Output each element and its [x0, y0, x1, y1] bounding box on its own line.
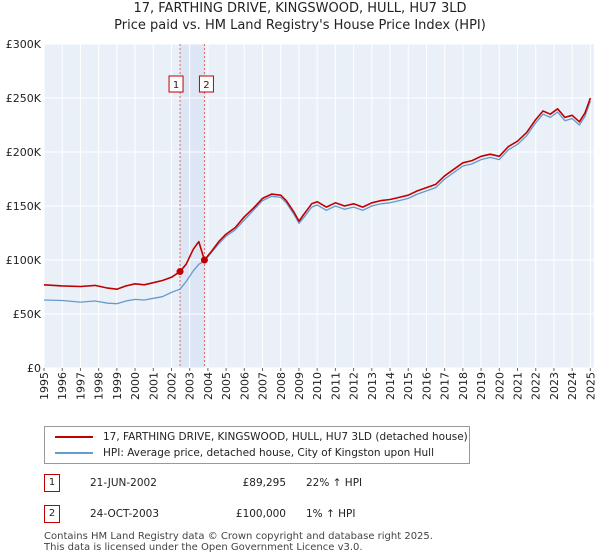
x-tick-label: 2013 — [366, 372, 379, 400]
sale-point — [200, 256, 208, 264]
x-tick-label: 2010 — [311, 372, 324, 400]
legend-item-property: 17, FARTHING DRIVE, KINGSWOOD, HULL, HU7… — [55, 429, 468, 445]
x-tick-label: 2021 — [512, 372, 525, 400]
y-tick-label: £0 — [27, 362, 41, 375]
legend-item-hpi: HPI: Average price, detached house, City… — [55, 445, 434, 461]
y-tick-label: £250K — [6, 92, 42, 105]
x-tick-label: 2019 — [475, 372, 488, 400]
x-tick-label: 2016 — [420, 372, 433, 400]
sale-label-border — [198, 75, 214, 93]
x-tick-label: 2024 — [566, 372, 579, 400]
x-tick-label: 2004 — [202, 372, 215, 400]
y-tick-label: £200K — [6, 146, 42, 159]
x-tick-label: 2018 — [457, 372, 470, 400]
y-tick-label: £50K — [13, 308, 42, 321]
sale-row-2: 2 24-OCT-2003 £100,000 1% ↑ HPI — [44, 505, 444, 523]
x-tick-label: 2020 — [493, 372, 506, 400]
sale-date: 24-OCT-2003 — [90, 508, 159, 520]
x-tick-label: 2011 — [329, 372, 342, 400]
x-tick-label: 1999 — [111, 372, 124, 400]
legend: 17, FARTHING DRIVE, KINGSWOOD, HULL, HU7… — [44, 426, 470, 464]
hpi-line-swatch — [55, 452, 93, 454]
property-price-line — [43, 97, 592, 291]
x-tick-label: 2000 — [129, 372, 142, 400]
sale-label-text: 1 — [173, 80, 179, 91]
x-tick-label: 1997 — [74, 372, 87, 400]
x-tick-label: 2006 — [238, 372, 251, 400]
sale-point — [176, 268, 184, 276]
sale-marker-badge: 2 — [44, 505, 60, 523]
x-tick-label: 2009 — [293, 372, 306, 400]
x-tick-label: 1995 — [38, 372, 51, 400]
x-tick-label: 2022 — [530, 372, 543, 400]
sale-label-border — [168, 75, 184, 93]
sale-marker-badge: 1 — [44, 474, 60, 492]
footer: Contains HM Land Registry data © Crown c… — [44, 531, 433, 553]
y-tick-label: £300K — [6, 38, 42, 51]
x-tick-label: 1996 — [56, 372, 69, 400]
footer-licence: This data is licensed under the Open Gov… — [44, 542, 363, 553]
x-tick-label: 2023 — [548, 372, 561, 400]
price-chart: 1 2 £0 £50K £100K £150K £200K £250K £300K 1995 199… — [6, 38, 598, 400]
legend-hpi-label: HPI: Average price, detached house, City… — [103, 447, 434, 459]
x-tick-label: 2003 — [184, 372, 197, 400]
x-tick-label: 2007 — [257, 372, 270, 400]
chart-title: 17, FARTHING DRIVE, KINGSWOOD, HULL, HU7… — [133, 1, 467, 16]
x-tick-label: 2005 — [220, 372, 233, 400]
sale-label-text: 2 — [203, 80, 209, 91]
hpi-line — [43, 100, 592, 305]
sale-hpi-diff: 22% ↑ HPI — [306, 477, 363, 489]
x-tick-label: 1998 — [93, 372, 106, 400]
sale-price: £89,295 — [242, 477, 286, 489]
x-tick-label: 2017 — [439, 372, 452, 400]
sale-label-box: 2 — [198, 75, 214, 93]
sale-price: £100,000 — [235, 508, 286, 520]
property-line-swatch — [55, 436, 93, 438]
y-tick-label: £150K — [6, 200, 42, 213]
y-tick-label: £100K — [6, 254, 42, 267]
x-tick-label: 2008 — [275, 372, 288, 400]
x-tick-label: 2015 — [402, 372, 415, 400]
sale-label-box: 1 — [168, 75, 184, 93]
sale-row-1: 1 21-JUN-2002 £89,295 22% ↑ HPI — [44, 474, 444, 492]
sale-hpi-diff: 1% ↑ HPI — [306, 508, 356, 520]
x-tick-label: 2002 — [165, 372, 178, 400]
x-tick-label: 2025 — [584, 372, 597, 400]
x-tick-label: 2012 — [348, 372, 361, 400]
footer-copyright: Contains HM Land Registry data © Crown c… — [44, 531, 433, 542]
legend-property-label: 17, FARTHING DRIVE, KINGSWOOD, HULL, HU7… — [103, 431, 468, 443]
x-tick-label: 2014 — [384, 372, 397, 400]
sale-date: 21-JUN-2002 — [90, 477, 157, 489]
x-tick-label: 2001 — [147, 372, 160, 400]
chart-subtitle: Price paid vs. HM Land Registry's House … — [114, 18, 486, 33]
